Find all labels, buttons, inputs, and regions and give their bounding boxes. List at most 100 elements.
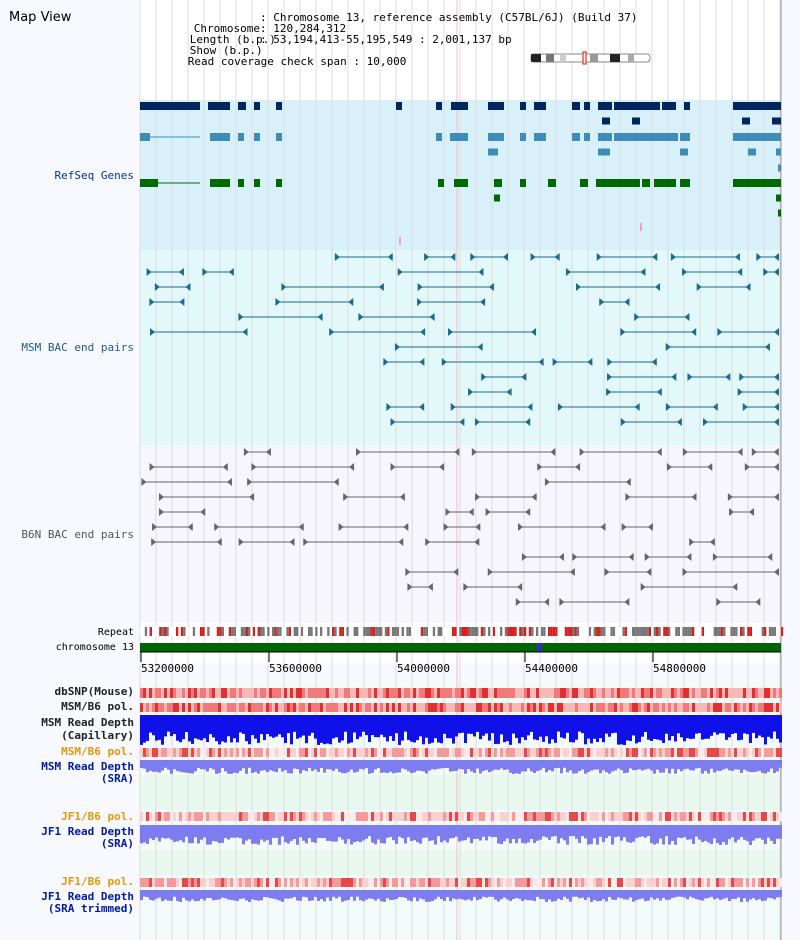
- repeat-bar: [425, 627, 428, 636]
- polymorphism-cell: [611, 703, 614, 712]
- repeat-bar: [564, 627, 568, 636]
- polymorphism-cell: [173, 878, 176, 887]
- bac-end-marker: [383, 358, 389, 366]
- polymorphism-cell: [758, 703, 761, 712]
- polymorphism-cell: [170, 748, 173, 757]
- depth-bar: [578, 825, 581, 843]
- polymorphism-cell: [698, 812, 701, 821]
- gene-exon: [748, 148, 756, 156]
- depth-bar: [236, 825, 239, 838]
- polymorphism-cell: [536, 812, 539, 821]
- bac-end-marker: [596, 253, 602, 261]
- repeat-bar: [305, 627, 308, 636]
- depth-bar: [626, 825, 629, 842]
- depth-bar: [659, 760, 662, 773]
- polymorphism-cell: [167, 748, 170, 757]
- gene-exon: [276, 179, 282, 187]
- polymorphism-cell: [161, 748, 164, 757]
- depth-bar: [656, 825, 659, 844]
- polymorphism-cell: [302, 878, 305, 887]
- polymorphism-cell: [341, 878, 344, 887]
- bac-end-marker: [515, 598, 521, 606]
- depth-bar: [560, 760, 563, 774]
- depth-bar: [212, 760, 215, 770]
- polymorphism-cell: [530, 878, 533, 887]
- polymorphism-cell: [272, 812, 275, 821]
- polymorphism-cell: [653, 748, 656, 757]
- depth-bar: [620, 890, 623, 899]
- depth-bar: [161, 890, 164, 902]
- polymorphism-cell: [233, 748, 236, 757]
- polymorphism-cell: [599, 878, 602, 887]
- repeat-bar: [586, 627, 589, 636]
- depth-bar: [212, 825, 215, 842]
- gene-exon: [238, 102, 246, 110]
- polymorphism-cell: [644, 703, 647, 712]
- depth-bar: [233, 890, 236, 901]
- depth-bar: [143, 760, 146, 769]
- polymorphism-cell: [179, 748, 182, 757]
- depth-bar: [548, 715, 551, 744]
- polymorphism-cell: [506, 688, 509, 698]
- polymorphism-cell: [185, 688, 188, 698]
- polymorphism-cell: [266, 748, 269, 757]
- gene-exon: [238, 179, 244, 187]
- polymorphism-cell: [428, 703, 431, 712]
- polymorphism-cell: [512, 878, 515, 887]
- depth-bar: [710, 760, 713, 769]
- depth-bar: [416, 715, 419, 741]
- repeat-bar: [744, 627, 748, 636]
- repeat-bar: [260, 627, 263, 636]
- polymorphism-cell: [344, 748, 347, 757]
- polymorphism-cell: [701, 748, 704, 757]
- track-label-refseq-genes[interactable]: RefSeq Genes: [54, 169, 134, 182]
- bac-end-marker: [575, 463, 581, 471]
- polymorphism-cell: [413, 812, 416, 821]
- depth-bar: [362, 715, 365, 732]
- polymorphism-cell: [278, 812, 281, 821]
- polymorphism-cell: [179, 703, 182, 712]
- ideogram-band: [560, 54, 566, 62]
- depth-bar: [347, 760, 350, 772]
- polymorphism-cell: [428, 688, 431, 698]
- track-label-msm-bac[interactable]: MSM BAC end pairs: [21, 341, 134, 354]
- polymorphism-cell: [677, 748, 680, 757]
- polymorphism-cell: [479, 812, 482, 821]
- repeat-bar: [288, 627, 292, 636]
- repeat-bar: [264, 627, 268, 636]
- polymorphism-cell: [293, 878, 296, 887]
- depth-bar: [548, 760, 551, 771]
- depth-bar: [740, 890, 743, 902]
- polymorphism-cell: [296, 748, 299, 757]
- polymorphism-cell: [716, 878, 719, 887]
- depth-bar: [755, 890, 758, 901]
- depth-bar: [392, 890, 395, 900]
- depth-bar: [353, 760, 356, 773]
- gene-exon: [632, 117, 640, 125]
- polymorphism-cell: [683, 688, 686, 698]
- depth-bar: [722, 890, 725, 899]
- repeat-bar: [320, 627, 323, 636]
- polymorphism-cell: [686, 878, 689, 887]
- depth-bar: [749, 825, 752, 845]
- repeat-bar: [272, 627, 275, 636]
- polymorphism-cell: [197, 703, 200, 712]
- depth-bar: [257, 760, 260, 774]
- polymorphism-cell: [770, 812, 773, 821]
- bac-end-marker: [477, 343, 483, 351]
- repeat-bar: [327, 627, 330, 636]
- bac-end-marker: [343, 493, 349, 501]
- bac-end-marker: [640, 583, 646, 591]
- depth-bar: [581, 890, 584, 898]
- repeat-bar: [404, 627, 407, 636]
- track-label-jf1-b6-pol-1: JF1/B6 pol.: [61, 810, 134, 823]
- repeat-bar: [368, 627, 371, 636]
- depth-bar: [509, 715, 512, 745]
- polymorphism-cell: [182, 748, 185, 757]
- depth-bar: [269, 760, 272, 771]
- polymorphism-cell: [263, 812, 266, 821]
- track-label-b6n-bac[interactable]: B6N BAC end pairs: [21, 528, 134, 541]
- depth-bar: [569, 760, 572, 771]
- depth-bar: [503, 715, 506, 743]
- depth-bar: [506, 825, 509, 839]
